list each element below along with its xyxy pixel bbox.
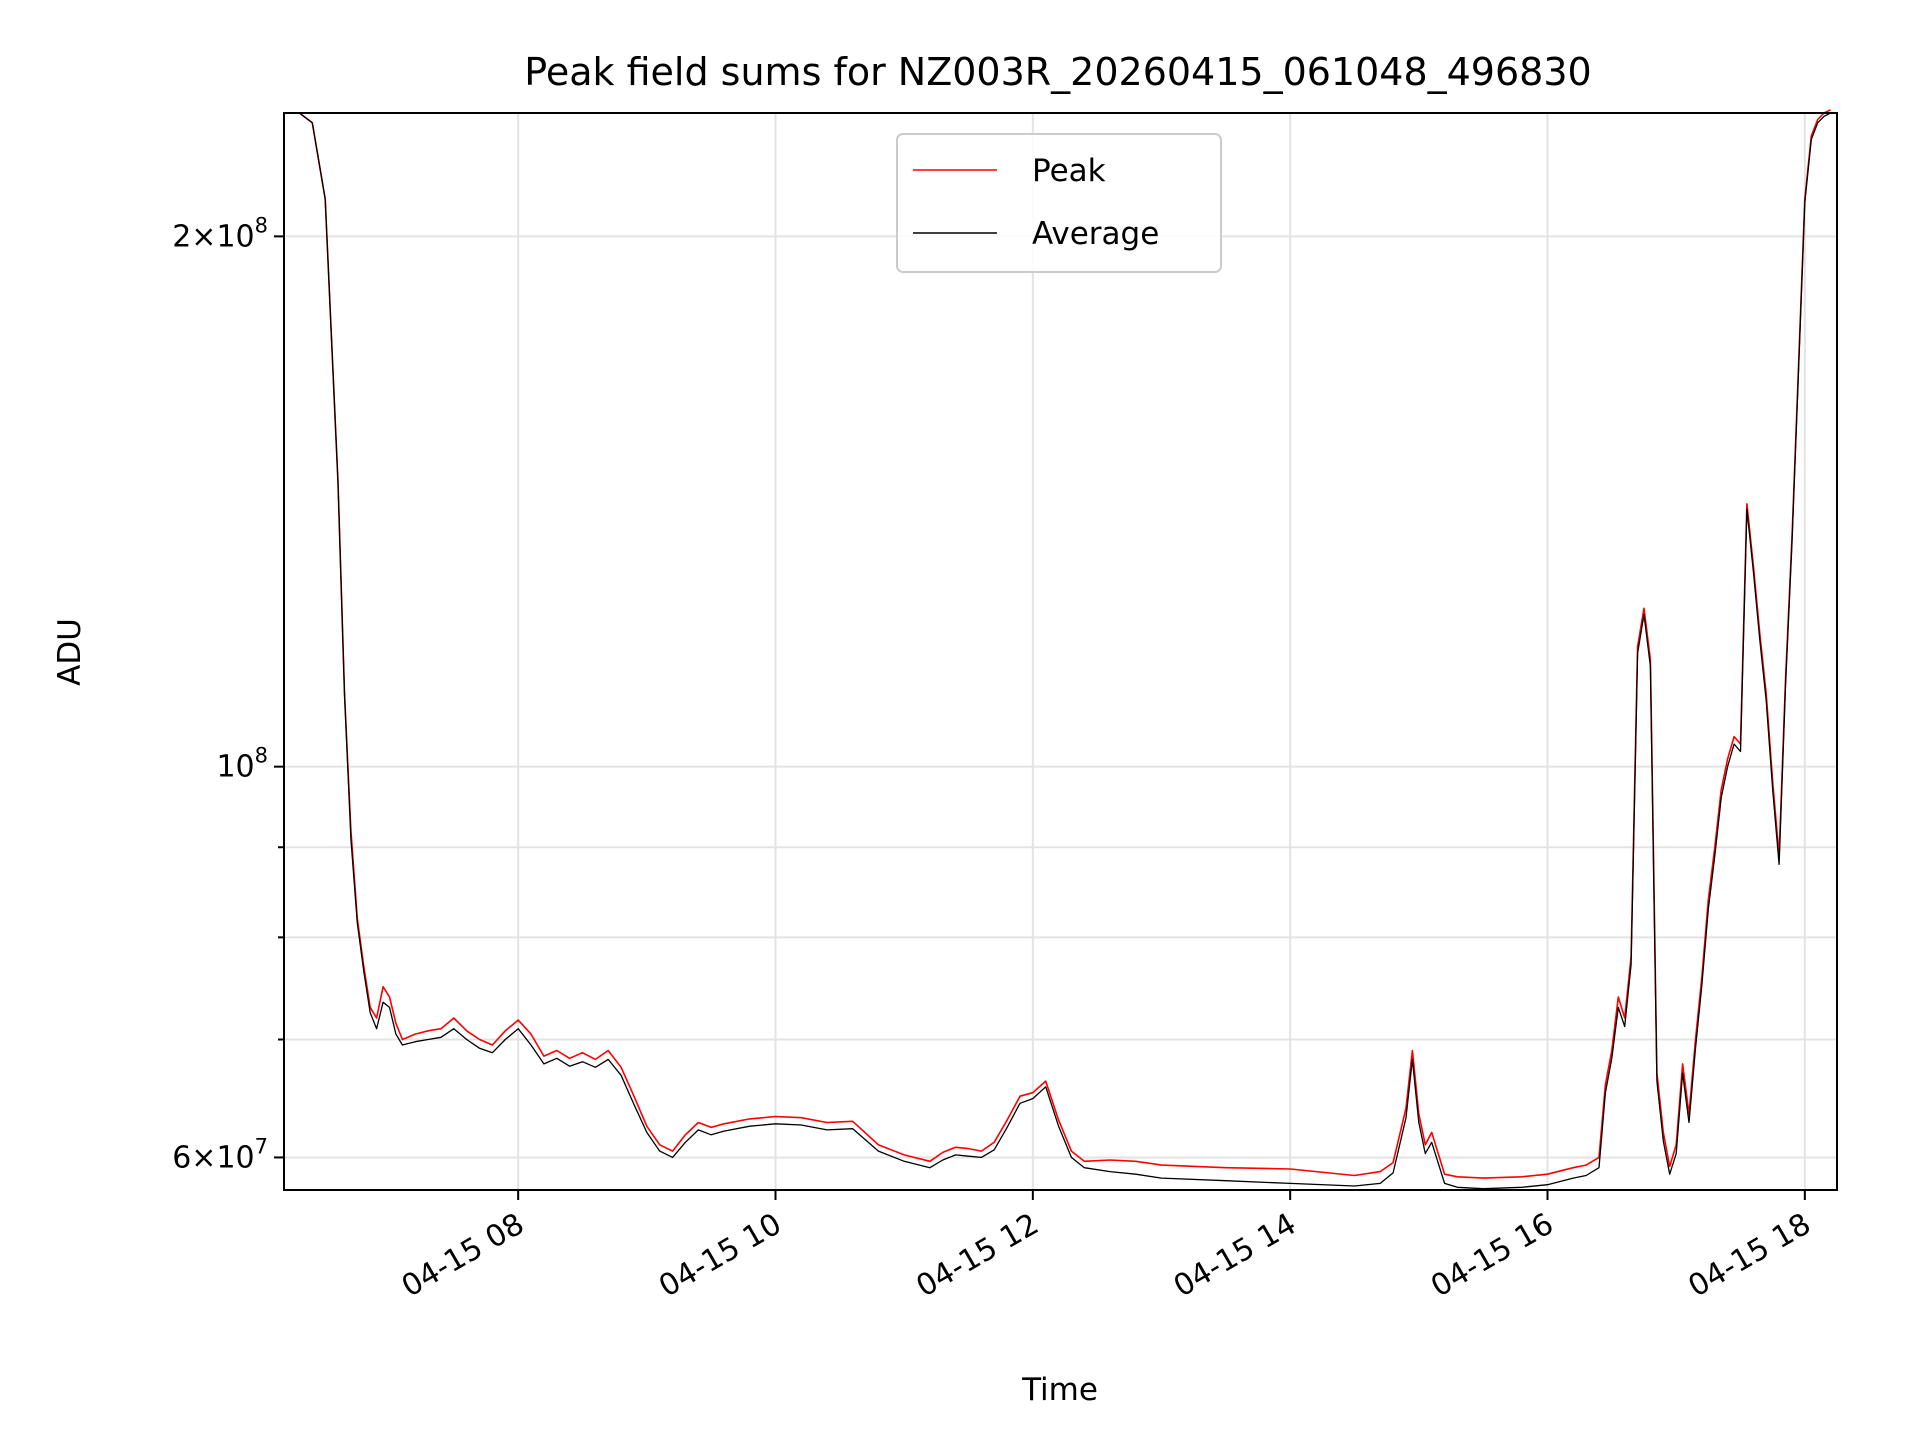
y-axis-title: ADU [52, 618, 88, 686]
series-line-average [299, 112, 1831, 1190]
x-tick-label: 04-15 08 [396, 1207, 530, 1305]
chart-title: Peak field sums for NZ003R_20260415_0610… [524, 50, 1591, 94]
legend: Peak Average [896, 133, 1222, 273]
x-tick-label: 04-15 10 [653, 1207, 787, 1305]
legend-label-average: Average [1032, 216, 1159, 252]
y-tick-label-exponent: 7 [255, 1134, 268, 1158]
y-tick-label-exponent: 8 [255, 213, 268, 237]
x-axis-title: Time [1021, 1372, 1098, 1408]
y-tick-label: 108 [216, 744, 268, 785]
y-tick-label-base: 10 [216, 750, 254, 785]
legend-label-peak: Peak [1032, 153, 1106, 189]
x-tick-label: 04-15 12 [911, 1207, 1045, 1305]
y-tick-label-base: 6×10 [172, 1140, 254, 1175]
grid-layer [284, 113, 1837, 1190]
y-tick-label-exponent: 8 [255, 744, 268, 768]
x-tick-label: 04-15 16 [1425, 1207, 1559, 1305]
plot-area-frame [283, 112, 1838, 1191]
y-tick-label: 6×107 [172, 1134, 268, 1175]
y-tick-label: 2×108 [172, 213, 268, 254]
x-tick-label: 04-15 18 [1683, 1207, 1817, 1305]
series-line-peak [298, 109, 1831, 1179]
x-tick-label: 04-15 14 [1168, 1207, 1302, 1305]
series-layer [298, 109, 1831, 1190]
legend-frame [896, 133, 1222, 273]
y-tick-label-base: 2×10 [172, 219, 254, 254]
